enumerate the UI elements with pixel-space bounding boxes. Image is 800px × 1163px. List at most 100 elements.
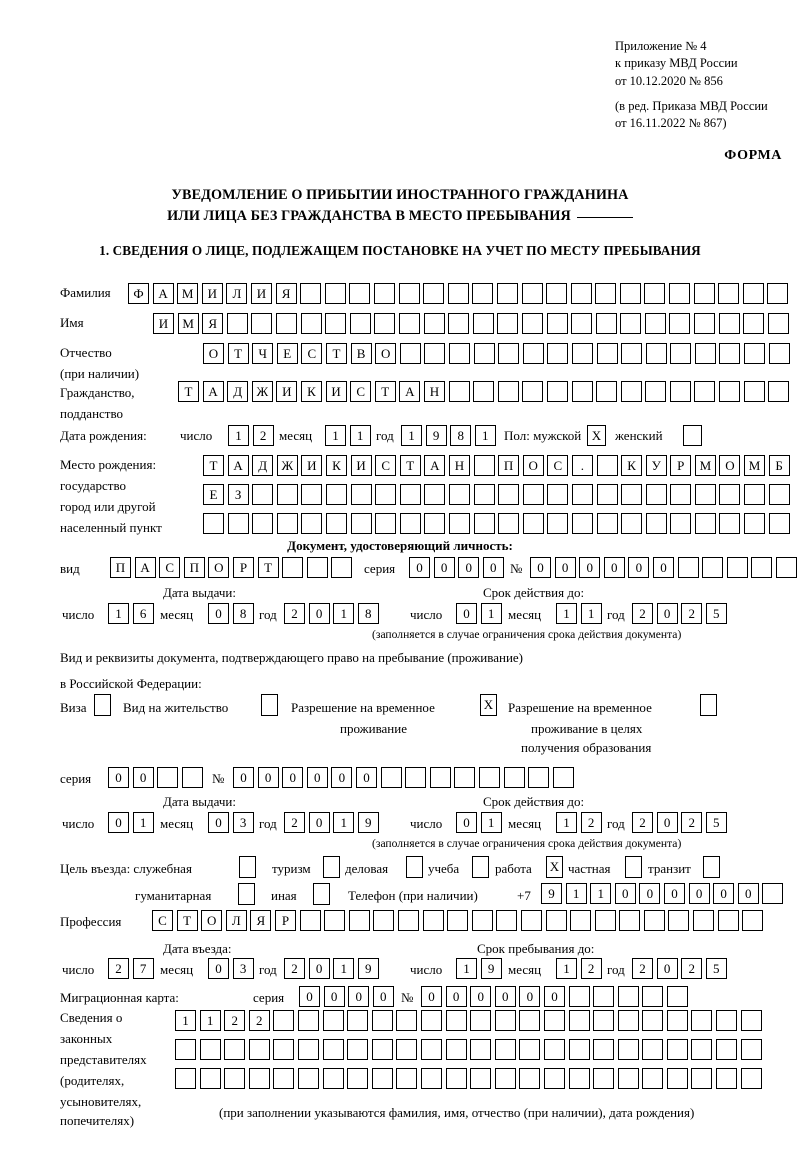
char-cell[interactable] — [595, 313, 617, 334]
char-cell[interactable] — [297, 1039, 319, 1060]
char-cell[interactable]: 1 — [132, 812, 154, 833]
char-cell[interactable] — [273, 1068, 295, 1089]
char-cell[interactable]: 0 — [663, 883, 685, 904]
char-cell[interactable]: О — [375, 343, 397, 364]
char-cell[interactable]: 1 — [333, 958, 355, 979]
char-cell[interactable]: 0 — [308, 812, 330, 833]
char-cell[interactable] — [420, 1068, 442, 1089]
char-cell[interactable] — [447, 910, 469, 931]
char-cell[interactable] — [642, 1039, 664, 1060]
char-cell[interactable] — [642, 986, 664, 1007]
char-cell[interactable]: Н — [423, 381, 445, 402]
char-cell[interactable] — [571, 513, 593, 534]
char-cell[interactable] — [726, 557, 748, 578]
char-cell[interactable]: 8 — [357, 603, 379, 624]
char-cell[interactable]: 0 — [639, 883, 661, 904]
char-cell[interactable]: 0 — [470, 986, 492, 1007]
char-cell[interactable]: М — [744, 455, 766, 476]
char-cell[interactable]: 0 — [628, 557, 650, 578]
char-cell[interactable] — [498, 484, 520, 505]
char-cell[interactable]: И — [301, 455, 323, 476]
char-cell[interactable] — [718, 313, 740, 334]
char-cell[interactable] — [775, 557, 797, 578]
char-cell[interactable]: 0 — [233, 767, 254, 788]
char-cell[interactable]: М — [177, 313, 199, 334]
char-cell[interactable] — [642, 1010, 664, 1031]
char-cell[interactable]: 0 — [737, 883, 759, 904]
char-cell[interactable] — [448, 381, 470, 402]
char-cell[interactable] — [226, 313, 248, 334]
char-cell[interactable] — [596, 381, 618, 402]
char-cell[interactable] — [568, 1039, 590, 1060]
char-cell[interactable] — [693, 283, 715, 304]
char-cell[interactable]: А — [424, 455, 446, 476]
char-cell[interactable] — [619, 283, 641, 304]
char-cell[interactable]: 0 — [656, 812, 678, 833]
char-cell[interactable] — [543, 1068, 565, 1089]
char-cell[interactable] — [644, 283, 666, 304]
char-cell[interactable]: Я — [275, 283, 297, 304]
char-cell[interactable]: 2 — [681, 958, 703, 979]
char-cell[interactable] — [301, 513, 323, 534]
char-cell[interactable] — [322, 1010, 344, 1031]
char-cell[interactable] — [420, 1039, 442, 1060]
char-cell[interactable] — [621, 343, 643, 364]
char-cell[interactable]: К — [300, 381, 322, 402]
char-cell[interactable] — [448, 313, 470, 334]
char-cell[interactable] — [740, 1039, 762, 1060]
char-cell[interactable]: О — [201, 910, 223, 931]
char-cell[interactable] — [324, 283, 346, 304]
checkbox-visa[interactable] — [94, 694, 111, 716]
char-cell[interactable] — [521, 313, 543, 334]
char-cell[interactable] — [743, 381, 765, 402]
char-cell[interactable]: 1 — [228, 425, 249, 446]
char-cell[interactable]: 1 — [333, 603, 355, 624]
char-cell[interactable] — [702, 557, 724, 578]
char-cell[interactable]: 0 — [603, 557, 625, 578]
char-cell[interactable] — [743, 313, 765, 334]
char-cell[interactable] — [424, 484, 446, 505]
char-cell[interactable] — [473, 513, 495, 534]
char-cell[interactable]: 0 — [445, 986, 467, 1007]
checkbox-temp-residence[interactable]: X — [480, 694, 497, 716]
char-cell[interactable]: 0 — [409, 557, 430, 578]
char-cell[interactable]: Т — [374, 381, 396, 402]
char-cell[interactable]: Ж — [276, 455, 298, 476]
char-cell[interactable] — [691, 1068, 713, 1089]
char-cell[interactable] — [503, 767, 525, 788]
char-cell[interactable]: 0 — [299, 986, 320, 1007]
char-cell[interactable] — [666, 1010, 688, 1031]
char-cell[interactable] — [596, 513, 618, 534]
char-cell[interactable]: 8 — [232, 603, 254, 624]
char-cell[interactable]: 0 — [456, 812, 477, 833]
char-cell[interactable]: П — [498, 455, 520, 476]
char-cell[interactable]: Ч — [252, 343, 274, 364]
char-cell[interactable]: Ж — [251, 381, 273, 402]
char-cell[interactable] — [522, 513, 544, 534]
char-cell[interactable]: В — [350, 343, 372, 364]
char-cell[interactable]: 1 — [480, 603, 502, 624]
char-cell[interactable]: 9 — [357, 958, 379, 979]
char-cell[interactable] — [543, 1010, 565, 1031]
char-cell[interactable] — [371, 1068, 393, 1089]
char-cell[interactable] — [547, 484, 569, 505]
char-cell[interactable] — [742, 910, 764, 931]
char-cell[interactable] — [645, 381, 667, 402]
char-cell[interactable] — [768, 343, 790, 364]
char-cell[interactable] — [380, 767, 402, 788]
char-cell[interactable] — [593, 1068, 615, 1089]
char-cell[interactable]: 0 — [713, 883, 735, 904]
char-cell[interactable]: 5 — [705, 812, 727, 833]
char-cell[interactable]: 2 — [681, 812, 703, 833]
char-cell[interactable] — [762, 883, 784, 904]
char-cell[interactable]: И — [325, 381, 347, 402]
char-cell[interactable]: 0 — [554, 557, 576, 578]
char-cell[interactable]: 0 — [331, 767, 353, 788]
